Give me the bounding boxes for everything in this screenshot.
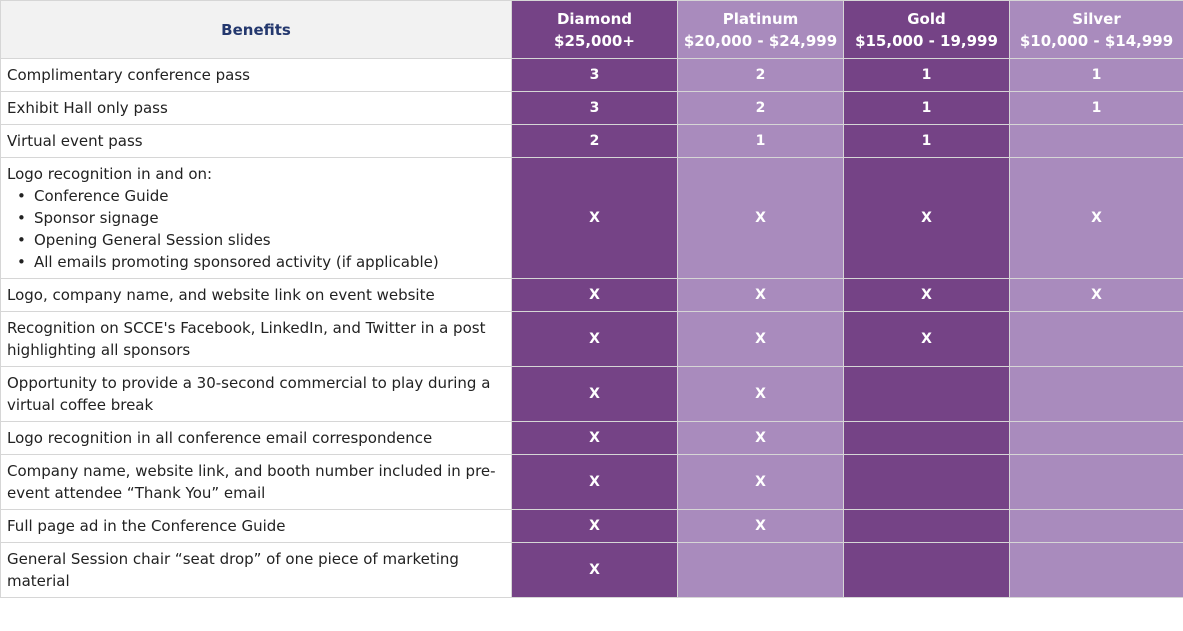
tier-name: Silver [1072,9,1121,28]
diamond-value: X [511,542,678,598]
platinum-value: X [677,454,844,510]
table-row: Logo recognition in and on: Conference G… [0,157,1183,279]
benefit-label: Exhibit Hall only pass [0,91,512,125]
platinum-value [677,542,844,598]
diamond-value: X [511,366,678,422]
diamond-value: X [511,278,678,312]
silver-value [1009,311,1183,367]
table-row: Complimentary conference pass 3 2 1 1 [0,58,1183,92]
table-row: Company name, website link, and booth nu… [0,454,1183,510]
bullet-item: Opening General Session slides [17,229,505,251]
platinum-value: X [677,278,844,312]
silver-value [1009,366,1183,422]
header-row: Benefits Diamond $25,000+ Platinum $20,0… [0,0,1183,59]
benefit-label: Recognition on SCCE's Facebook, LinkedIn… [0,311,512,367]
gold-value [843,542,1010,598]
platinum-value: 2 [677,91,844,125]
table-row: Full page ad in the Conference Guide X X [0,509,1183,543]
tier-header-diamond: Diamond $25,000+ [511,0,678,59]
benefit-label: General Session chair “seat drop” of one… [0,542,512,598]
tier-price: $25,000+ [554,31,635,50]
silver-value: 1 [1009,58,1183,92]
table-row: General Session chair “seat drop” of one… [0,542,1183,598]
benefit-bullet-list: Conference Guide Sponsor signage Opening… [7,185,505,273]
table-row: Opportunity to provide a 30-second comme… [0,366,1183,422]
table-row: Logo recognition in all conference email… [0,421,1183,455]
silver-value [1009,454,1183,510]
diamond-value: X [511,421,678,455]
table-row: Exhibit Hall only pass 3 2 1 1 [0,91,1183,125]
platinum-value: X [677,311,844,367]
silver-value: 1 [1009,91,1183,125]
diamond-value: 2 [511,124,678,158]
sponsorship-benefits-table: Benefits Diamond $25,000+ Platinum $20,0… [0,0,1183,598]
bullet-item: Sponsor signage [17,207,505,229]
tier-header-platinum: Platinum $20,000 - $24,999 [677,0,844,59]
benefit-label: Complimentary conference pass [0,58,512,92]
bullet-item: All emails promoting sponsored activity … [17,251,505,273]
gold-value: 1 [843,124,1010,158]
tier-name: Platinum [722,9,799,28]
gold-value: 1 [843,58,1010,92]
silver-value [1009,124,1183,158]
diamond-value: X [511,454,678,510]
gold-value: X [843,311,1010,367]
tier-price: $15,000 - 19,999 [855,31,998,50]
gold-value [843,421,1010,455]
diamond-value: 3 [511,91,678,125]
tier-price: $10,000 - $14,999 [1019,31,1174,50]
benefit-label: Company name, website link, and booth nu… [0,454,512,510]
bullet-item: Conference Guide [17,185,505,207]
silver-value [1009,421,1183,455]
gold-value [843,509,1010,543]
platinum-value: X [677,366,844,422]
platinum-value: 1 [677,124,844,158]
tier-header-gold: Gold $15,000 - 19,999 [843,0,1010,59]
platinum-value: 2 [677,58,844,92]
table-row: Logo, company name, and website link on … [0,278,1183,312]
silver-value: X [1009,157,1183,279]
silver-value [1009,542,1183,598]
table-row: Recognition on SCCE's Facebook, LinkedIn… [0,311,1183,367]
platinum-value: X [677,157,844,279]
benefit-label: Full page ad in the Conference Guide [0,509,512,543]
benefit-label: Logo recognition in and on: [7,165,213,183]
benefit-label: Virtual event pass [0,124,512,158]
table-row: Virtual event pass 2 1 1 [0,124,1183,158]
benefit-label: Opportunity to provide a 30-second comme… [0,366,512,422]
tier-name: Gold [907,9,946,28]
benefit-label: Logo recognition in all conference email… [0,421,512,455]
diamond-value: X [511,509,678,543]
silver-value: X [1009,278,1183,312]
platinum-value: X [677,509,844,543]
tier-name: Diamond [556,9,633,28]
diamond-value: X [511,157,678,279]
benefits-column-header: Benefits [0,0,512,59]
gold-value: X [843,157,1010,279]
gold-value [843,366,1010,422]
gold-value: 1 [843,91,1010,125]
tier-header-silver: Silver $10,000 - $14,999 [1009,0,1183,59]
diamond-value: X [511,311,678,367]
gold-value: X [843,278,1010,312]
diamond-value: 3 [511,58,678,92]
gold-value [843,454,1010,510]
platinum-value: X [677,421,844,455]
benefit-label: Logo, company name, and website link on … [0,278,512,312]
silver-value [1009,509,1183,543]
benefit-cell: Logo recognition in and on: Conference G… [0,157,512,279]
tier-price: $20,000 - $24,999 [683,31,838,50]
